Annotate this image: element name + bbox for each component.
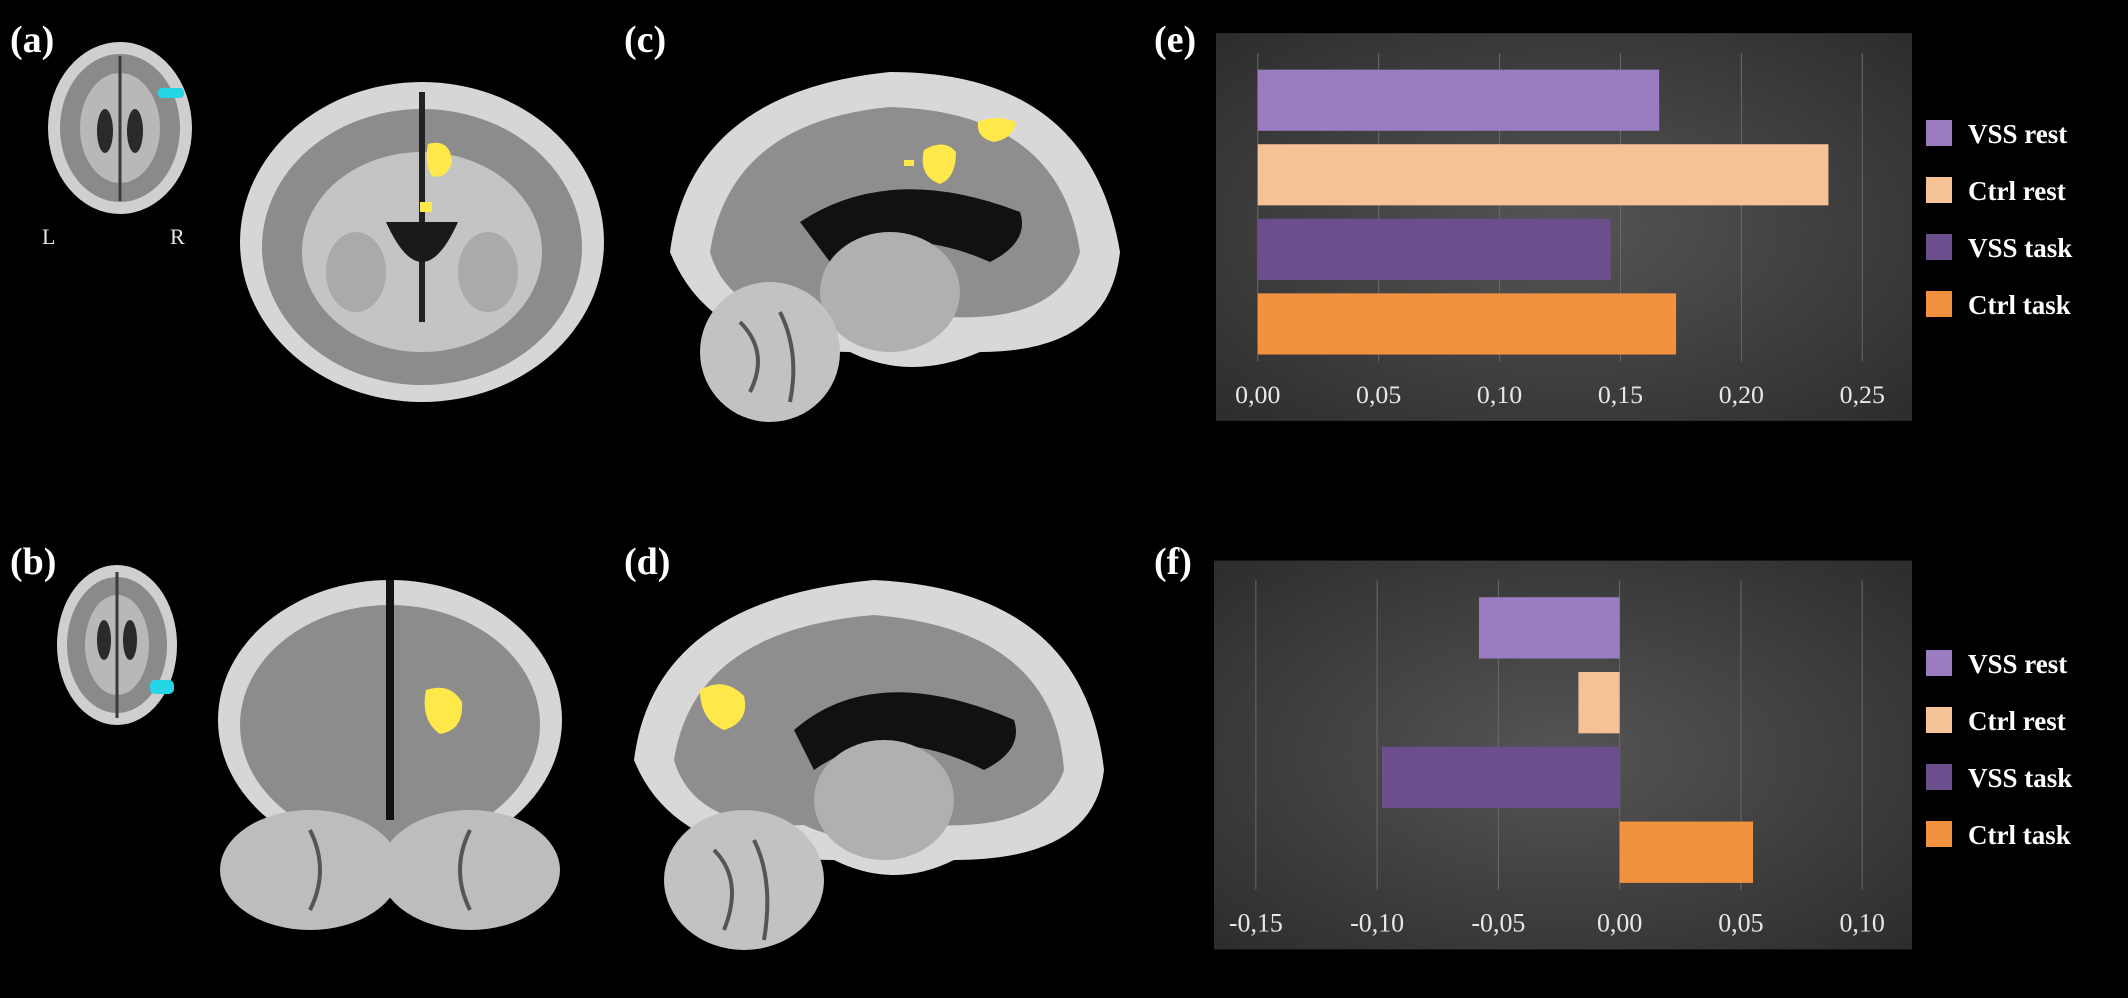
x-tick-label: 0,05 [1718,908,1763,937]
bar-ctrl-task [1257,293,1677,355]
activation-cluster [922,144,956,184]
x-tick-label: 0,00 [1235,380,1280,409]
bar-chart-e: 0,00 0,05 0,10 0,15 0,20 0,25 [1216,33,1912,421]
x-tick-label: 0,10 [1839,908,1884,937]
activation-cluster [426,142,452,177]
panel-label-c: (c) [624,19,667,61]
bar-ctrl-rest [1257,144,1829,206]
orientation-left-label: L [42,224,56,249]
legend-label: Ctrl rest [1968,176,2066,206]
roi-marker [158,88,184,98]
activation-cluster [420,202,432,212]
panel-label-f: (f) [1154,541,1192,583]
bar-vss-task [1257,218,1611,280]
legend-label: Ctrl rest [1968,706,2066,736]
activation-cluster [424,687,463,734]
x-tick-label: 0,05 [1356,380,1401,409]
roi-marker [150,680,174,694]
x-tick-label: -0,10 [1350,908,1404,937]
sagittal-slice-c [670,72,1120,422]
coronal-slice-b [218,580,562,930]
legend-swatch [1926,120,1952,146]
bar-vss-rest [1257,69,1660,131]
legend-label: VSS rest [1968,649,2067,679]
x-tick-label: 0,10 [1477,380,1522,409]
x-tick-label: 0,00 [1597,908,1642,937]
x-tick-label: 0,25 [1840,380,1885,409]
legend-label: Ctrl task [1968,820,2071,850]
bar-ctrl-task [1619,821,1754,883]
legend-swatch [1926,764,1952,790]
bar-vss-rest [1478,597,1620,659]
axial-slice-a [48,42,192,214]
activation-cluster [977,118,1016,142]
bar-ctrl-rest [1578,671,1620,734]
orientation-right-label: R [170,224,185,249]
legend-swatch [1926,650,1952,676]
panel-label-e: (e) [1154,19,1197,61]
panel-label-a: (a) [10,19,55,61]
x-tick-label: 0,20 [1719,380,1764,409]
bar-vss-task [1381,746,1620,809]
legend-label: Ctrl task [1968,290,2071,320]
legend-swatch [1926,234,1952,260]
legend-swatch [1926,291,1952,317]
legend-e: VSS rest Ctrl rest VSS task Ctrl task [1926,119,2072,320]
legend-swatch [1926,707,1952,733]
legend-swatch [1926,177,1952,203]
activation-cluster [700,684,746,730]
panel-label-b: (b) [10,541,57,583]
legend-label: VSS rest [1968,119,2067,149]
x-tick-label: 0,15 [1598,380,1643,409]
legend-swatch [1926,821,1952,847]
activation-cluster [904,160,914,166]
axial-slice-b [57,565,177,725]
bar-chart-f: -0,15 -0,10 -0,05 0,00 0,05 0,10 [1214,560,1912,950]
x-tick-label: -0,15 [1229,908,1283,937]
coronal-slice-a [240,82,604,402]
panel-label-d: (d) [624,541,671,583]
sagittal-slice-d [634,580,1104,950]
legend-f: VSS rest Ctrl rest VSS task Ctrl task [1926,649,2072,850]
legend-label: VSS task [1968,763,2072,793]
x-tick-label: -0,05 [1471,908,1525,937]
legend-label: VSS task [1968,233,2072,263]
